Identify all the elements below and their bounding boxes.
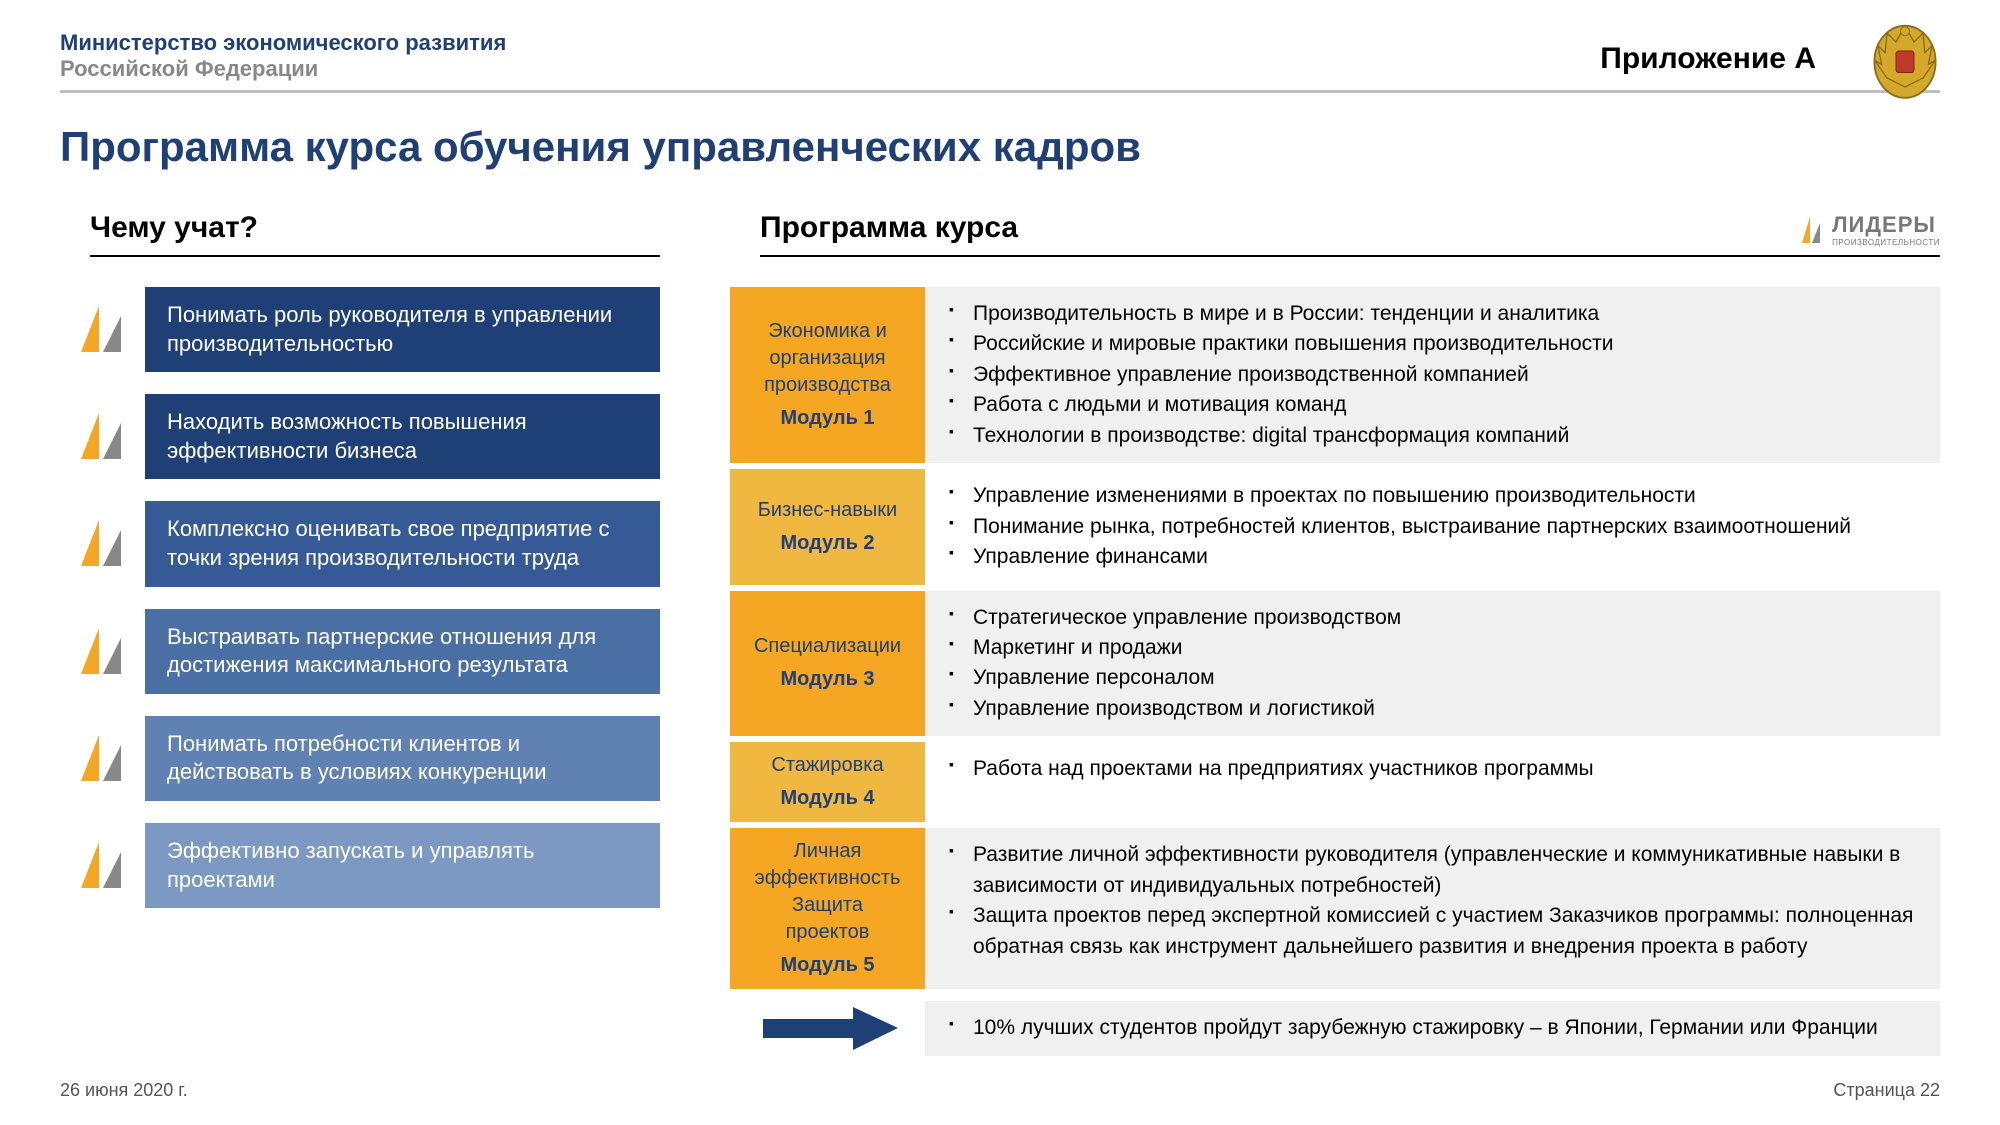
module-label-line: Экономика и [768,318,887,345]
teach-item-text: Выстраивать партнерские отношения для до… [145,609,660,694]
teach-item-text: Комплексно оценивать свое предприятие с … [145,501,660,586]
module-number: Модуль 5 [780,952,874,979]
module-bullets: Работа над проектами на предприятиях уча… [925,742,1940,822]
module-bullet: Российские и мировые практики повышения … [949,329,1916,359]
teach-item-icon [60,716,145,801]
teach-item-icon [60,394,145,479]
module-number: Модуль 4 [780,785,874,812]
module-bullet: Маркетинг и продажи [949,633,1916,663]
module-number: Модуль 1 [780,405,874,432]
module-bullet: Технологии в производстве: digital транс… [949,421,1916,451]
final-bullet: 10% лучших студентов пройдут зарубежную … [949,1013,1916,1043]
module-number: Модуль 3 [780,666,874,693]
teach-item: Находить возможность повышения эффективн… [60,394,660,479]
teach-item-icon [60,823,145,908]
final-arrow-icon [730,1001,925,1056]
module-bullet: Управление финансами [949,542,1916,572]
module-label-line: производства [764,372,891,399]
coat-of-arms-icon [1860,15,1950,105]
module-bullet: Работа с людьми и мотивация команд [949,390,1916,420]
teach-item-icon [60,501,145,586]
left-heading: Чему учат? [90,211,660,257]
module-bullet: Понимание рынка, потребностей клиентов, … [949,512,1916,542]
module-bullets: Развитие личной эффективности руководите… [925,828,1940,989]
module-label-line: Бизнес-навыки [758,497,897,524]
teach-item-icon [60,609,145,694]
module-bullet: Защита проектов перед экспертной комисси… [949,901,1916,962]
right-column: Программа курса Экономика иорганизацияпр… [730,211,1940,1056]
module-bullet: Производительность в мире и в России: те… [949,299,1916,329]
module-bullets: Стратегическое управление производствомМ… [925,591,1940,737]
module-label: Бизнес-навыки Модуль 2 [730,469,925,584]
module-row: Экономика иорганизацияпроизводства Модуль… [730,287,1940,463]
teach-item-icon [60,287,145,372]
footer-page: Страница 22 [1833,1080,1940,1101]
ministry-line1: Министерство экономического развития [60,30,506,56]
module-bullet: Управление производством и логистикой [949,694,1916,724]
teach-item: Выстраивать партнерские отношения для до… [60,609,660,694]
module-label-line: эффективность [755,865,901,892]
module-label: Стажировка Модуль 4 [730,742,925,822]
module-bullets: Управление изменениями в проектах по пов… [925,469,1940,584]
module-bullet: Развитие личной эффективности руководите… [949,840,1916,901]
brand-logo: ЛИДЕРЫ ПРОИЗВОДИТЕЛЬНОСТИ [1798,212,1940,247]
appendix-label: Приложение А [1586,38,1830,80]
module-label: Специализации Модуль 3 [730,591,925,737]
module-label: ЛичнаяэффективностьЗащитапроектов Модуль … [730,828,925,989]
module-label-line: Личная [794,838,862,865]
ministry-block: Министерство экономического развития Рос… [60,30,506,82]
module-row: Стажировка Модуль 4 Работа над проектами н… [730,742,1940,822]
final-bullets: 10% лучших студентов пройдут зарубежную … [925,1001,1940,1056]
module-number: Модуль 2 [780,530,874,557]
teach-item-text: Понимать роль руководителя в управлении … [145,287,660,372]
brand-logo-icon [1798,215,1824,245]
teach-item: Понимать потребности клиентов и действов… [60,716,660,801]
module-label-line: Стажировка [771,752,883,779]
teach-item-text: Понимать потребности клиентов и действов… [145,716,660,801]
teach-item: Комплексно оценивать свое предприятие с … [60,501,660,586]
brand-text-big: ЛИДЕРЫ [1832,212,1940,238]
teach-item-text: Эффективно запускать и управлять проекта… [145,823,660,908]
teach-item: Понимать роль руководителя в управлении … [60,287,660,372]
module-label-line: организация [769,345,885,372]
left-column: Чему учат? Понимать роль руководителя в … [60,211,660,1056]
module-label: Экономика иорганизацияпроизводства Модуль… [730,287,925,463]
module-bullet: Управление изменениями в проектах по пов… [949,481,1916,511]
module-bullets: Производительность в мире и в России: те… [925,287,1940,463]
slide-title: Программа курса обучения управленческих … [60,123,1940,171]
teach-item-text: Находить возможность повышения эффективн… [145,394,660,479]
module-bullet: Стратегическое управление производством [949,603,1916,633]
brand-text-small: ПРОИЗВОДИТЕЛЬНОСТИ [1832,238,1940,247]
header: Министерство экономического развития Рос… [60,30,1940,93]
module-label-line: Специализации [754,633,901,660]
module-bullet: Эффективное управление производственной … [949,360,1916,390]
ministry-line2: Российской Федерации [60,56,506,82]
module-label-line: проектов [786,919,870,946]
module-label-line: Защита [792,892,863,919]
module-row: Бизнес-навыки Модуль 2 Управление изменени… [730,469,1940,584]
final-row: 10% лучших студентов пройдут зарубежную … [730,1001,1940,1056]
module-bullet: Работа над проектами на предприятиях уча… [949,754,1916,784]
module-bullet: Управление персоналом [949,663,1916,693]
footer-date: 26 июня 2020 г. [60,1080,188,1101]
teach-item: Эффективно запускать и управлять проекта… [60,823,660,908]
module-row: ЛичнаяэффективностьЗащитапроектов Модуль … [730,828,1940,989]
right-heading: Программа курса [760,211,1940,257]
module-row: Специализации Модуль 3 Стратегическое упра… [730,591,1940,737]
